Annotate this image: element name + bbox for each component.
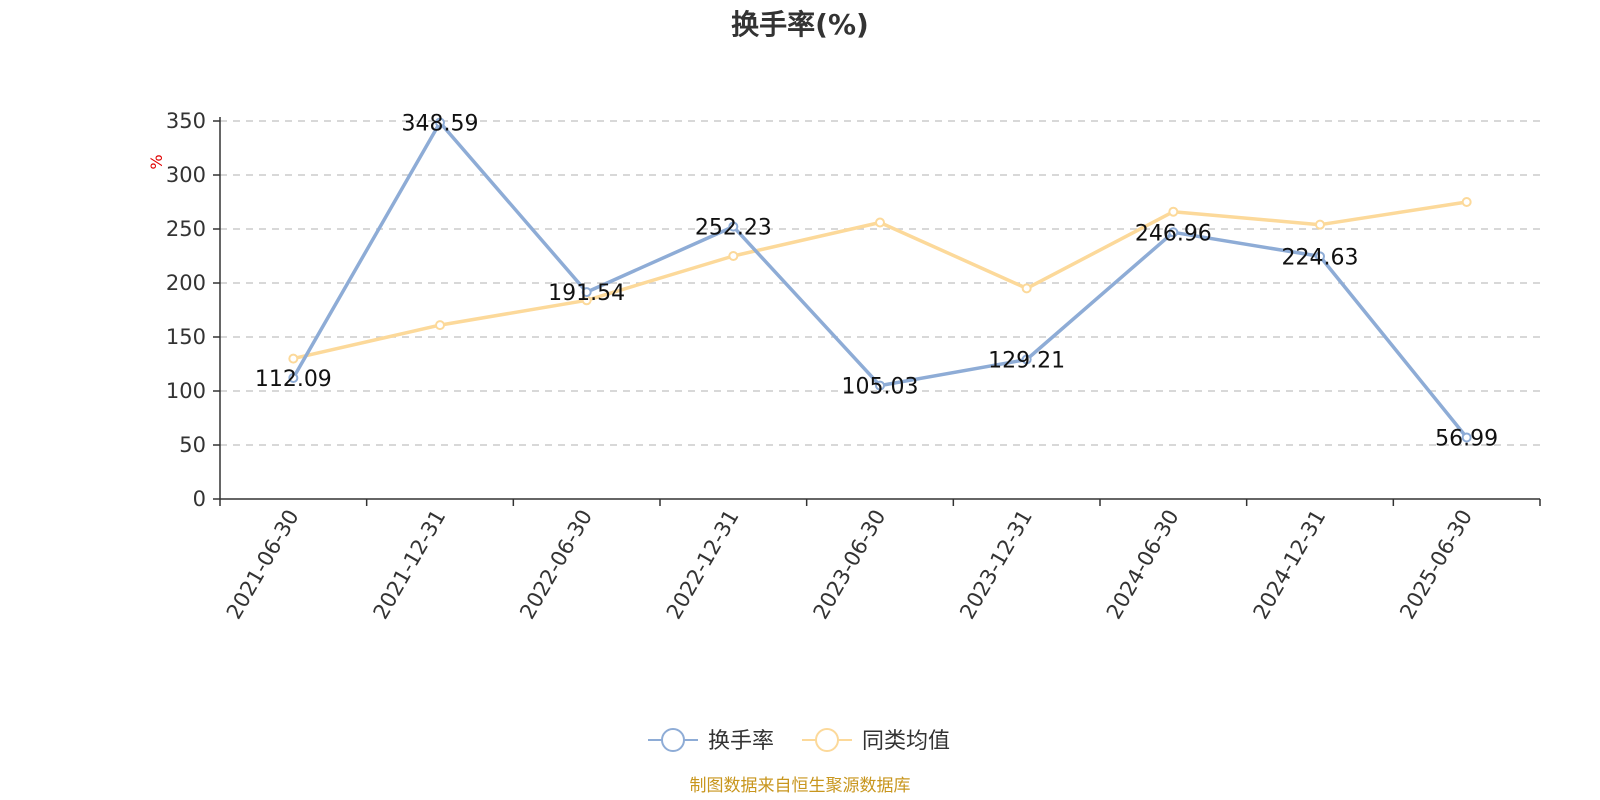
legend: 换手率 同类均值 bbox=[648, 728, 950, 754]
data-labels: 112.09 348.59 191.54 252.23 105.03 129.21 246.… bbox=[255, 112, 1498, 452]
series-point-0[interactable] bbox=[1021, 354, 1032, 365]
source-note: 制图数据来自恒生聚源数据库 bbox=[690, 776, 911, 796]
chart-title: 换手率(%) bbox=[731, 8, 869, 41]
series-point-0[interactable] bbox=[728, 221, 739, 232]
series-point-0[interactable] bbox=[435, 117, 445, 128]
data-label: 191.54 bbox=[548, 281, 625, 306]
series-point-1[interactable] bbox=[1461, 197, 1472, 207]
x-tick-label: 2023-06-30 bbox=[809, 506, 891, 624]
y-tick-label: 100 bbox=[166, 379, 206, 403]
x-tick-label: 2022-06-30 bbox=[515, 506, 597, 624]
series-point-1[interactable] bbox=[875, 217, 885, 228]
series-point-1[interactable] bbox=[1168, 206, 1179, 217]
data-label: 112.09 bbox=[255, 367, 332, 392]
series-point-1[interactable] bbox=[1315, 219, 1325, 230]
series-point-1[interactable] bbox=[288, 353, 299, 364]
x-tick-label: 2021-12-31 bbox=[369, 506, 451, 624]
legend-item-label[interactable]: 换手率 bbox=[708, 729, 774, 754]
y-tick-label: 200 bbox=[166, 271, 206, 295]
series-point-0[interactable] bbox=[1315, 251, 1325, 262]
legend-item-label[interactable]: 同类均值 bbox=[862, 729, 950, 754]
data-label: 56.99 bbox=[1435, 426, 1498, 451]
y-tick-label: 50 bbox=[179, 433, 206, 457]
x-tick-label: 2024-06-30 bbox=[1102, 506, 1184, 624]
series-point-1[interactable] bbox=[728, 251, 739, 261]
x-tick-label: 2023-12-31 bbox=[955, 506, 1037, 624]
series-layer bbox=[288, 117, 1472, 443]
x-tick-label: 2022-12-31 bbox=[662, 506, 744, 624]
series-point-0[interactable] bbox=[875, 380, 885, 391]
y-tick-label: 250 bbox=[166, 217, 206, 241]
series-point-0[interactable] bbox=[1168, 227, 1179, 238]
data-label: 224.63 bbox=[1282, 245, 1359, 270]
x-tick-label: 2024-12-31 bbox=[1249, 506, 1331, 624]
data-label: 252.23 bbox=[695, 216, 772, 241]
series-point-0[interactable] bbox=[581, 287, 592, 298]
x-tick-label: 2025-06-30 bbox=[1395, 506, 1477, 624]
x-tick-label: 2021-06-30 bbox=[222, 506, 304, 624]
series-point-0[interactable] bbox=[1461, 432, 1472, 443]
axes: 0 50 100 150 200 250 300 350 2021-06-30 2021-12-3… bbox=[166, 109, 1541, 624]
y-tick-label: 150 bbox=[166, 325, 206, 349]
y-tick-label: 0 bbox=[193, 487, 206, 511]
y-axis-unit-label: % bbox=[147, 154, 166, 169]
legend-swatch-marker bbox=[815, 728, 839, 752]
legend-swatch-marker bbox=[661, 728, 685, 752]
y-tick-label: 350 bbox=[166, 109, 206, 133]
data-label: 246.96 bbox=[1135, 221, 1212, 246]
data-label: 105.03 bbox=[842, 375, 919, 400]
y-tick-label: 300 bbox=[166, 163, 206, 187]
series-point-1[interactable] bbox=[1021, 283, 1032, 294]
series-point-0[interactable] bbox=[288, 372, 299, 383]
data-label: 129.21 bbox=[988, 348, 1065, 373]
series-point-1[interactable] bbox=[435, 320, 445, 331]
data-label: 348.59 bbox=[402, 112, 479, 137]
